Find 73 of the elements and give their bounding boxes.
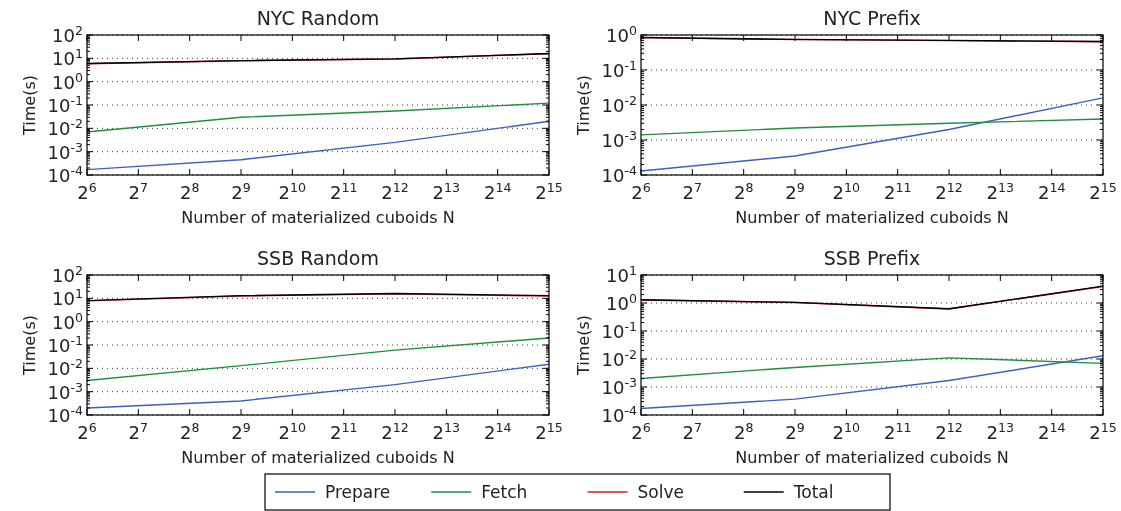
- x-tick-label: 2$^{13}$: [432, 179, 461, 203]
- x-tick-label: 2$^{14}$: [483, 419, 512, 443]
- y-tick-label: 10$^{-2}$: [601, 346, 637, 370]
- x-tick-label: 2$^{10}$: [278, 179, 307, 203]
- x-tick-label: 2$^{13}$: [986, 419, 1015, 443]
- x-tick-label: 2$^{12}$: [935, 419, 963, 443]
- x-tick-label: 2$^{8}$: [733, 419, 754, 443]
- y-tick-label: 10$^{-2}$: [47, 355, 83, 380]
- legend-label: Solve: [637, 482, 684, 502]
- x-axis-title: Number of materialized cuboids N: [735, 448, 1009, 467]
- y-tick-label: 10$^{-1}$: [601, 57, 637, 81]
- x-tick-label: 2$^{8}$: [733, 179, 754, 203]
- x-tick-label: 2$^{11}$: [329, 419, 358, 443]
- x-tick-label: 2$^{10}$: [832, 419, 861, 443]
- y-axis-title: Time(s): [20, 75, 39, 136]
- x-tick-label: 2$^{14}$: [1037, 179, 1066, 203]
- x-tick-label: 2$^{14}$: [483, 179, 512, 203]
- chart-title: NYC Prefix: [823, 7, 921, 29]
- x-tick-label: 2$^{7}$: [128, 419, 149, 443]
- x-tick-label: 2$^{7}$: [682, 179, 703, 203]
- y-tick-label: 10$^{1}$: [52, 45, 83, 70]
- x-tick-label: 2$^{11}$: [883, 419, 912, 443]
- y-tick-label: 10$^{-1}$: [47, 332, 83, 356]
- y-tick-label: 10$^{0}$: [606, 22, 637, 46]
- x-tick-label: 2$^{7}$: [128, 179, 149, 203]
- y-tick-label: 10$^{0}$: [606, 290, 637, 314]
- x-axis-title: Number of materialized cuboids N: [735, 208, 1009, 227]
- x-tick-label: 2$^{15}$: [1089, 419, 1117, 443]
- x-tick-label: 2$^{12}$: [381, 419, 409, 443]
- x-tick-label: 2$^{14}$: [1037, 419, 1066, 443]
- y-tick-label: 10$^{1}$: [606, 262, 637, 286]
- y-axis-title: Time(s): [20, 315, 39, 376]
- x-tick-label: 2$^{13}$: [986, 179, 1015, 203]
- x-tick-label: 2$^{9}$: [231, 419, 251, 443]
- y-axis-title: Time(s): [574, 75, 593, 136]
- x-tick-label: 2$^{12}$: [935, 179, 963, 203]
- x-tick-label: 2$^{13}$: [432, 419, 461, 443]
- y-tick-label: 10$^{-3}$: [47, 379, 83, 403]
- x-tick-label: 2$^{15}$: [1089, 179, 1117, 203]
- y-tick-label: 10$^{-2}$: [601, 92, 637, 116]
- chart-title: SSB Random: [257, 247, 379, 269]
- x-tick-label: 2$^{7}$: [682, 419, 703, 443]
- x-tick-label: 2$^{9}$: [785, 179, 805, 203]
- y-tick-label: 10$^{2}$: [52, 262, 83, 286]
- legend-label: Fetch: [481, 482, 528, 502]
- y-tick-label: 10$^{-3}$: [47, 139, 83, 163]
- x-axis-title: Number of materialized cuboids N: [181, 448, 455, 467]
- y-tick-label: 10$^{2}$: [52, 22, 83, 46]
- legend-label: Total: [792, 482, 834, 502]
- x-tick-label: 2$^{15}$: [535, 179, 563, 203]
- x-tick-label: 2$^{8}$: [179, 179, 200, 203]
- y-tick-label: 10$^{-2}$: [47, 115, 83, 140]
- y-tick-label: 10$^{-1}$: [47, 92, 83, 116]
- y-tick-label: 10$^{1}$: [52, 285, 83, 310]
- y-tick-label: 10$^{-3}$: [601, 127, 637, 151]
- y-tick-label: 10$^{0}$: [52, 69, 83, 93]
- chart-title: SSB Prefix: [823, 247, 921, 269]
- x-tick-label: 2$^{8}$: [179, 419, 200, 443]
- x-tick-label: 2$^{10}$: [278, 419, 307, 443]
- x-tick-label: 2$^{11}$: [329, 179, 358, 203]
- x-tick-label: 2$^{12}$: [381, 179, 409, 203]
- chart-title: NYC Random: [256, 7, 380, 29]
- y-tick-label: 10$^{-1}$: [601, 318, 637, 342]
- x-tick-label: 2$^{11}$: [883, 179, 912, 203]
- y-tick-label: 10$^{-3}$: [601, 374, 637, 398]
- y-axis-title: Time(s): [574, 315, 593, 376]
- x-tick-label: 2$^{9}$: [785, 419, 805, 443]
- x-tick-label: 2$^{9}$: [231, 179, 251, 203]
- x-tick-label: 2$^{15}$: [535, 419, 563, 443]
- legend-label: Prepare: [325, 482, 391, 502]
- y-tick-label: 10$^{0}$: [52, 309, 83, 333]
- x-axis-title: Number of materialized cuboids N: [181, 208, 455, 227]
- x-tick-label: 2$^{10}$: [832, 179, 861, 203]
